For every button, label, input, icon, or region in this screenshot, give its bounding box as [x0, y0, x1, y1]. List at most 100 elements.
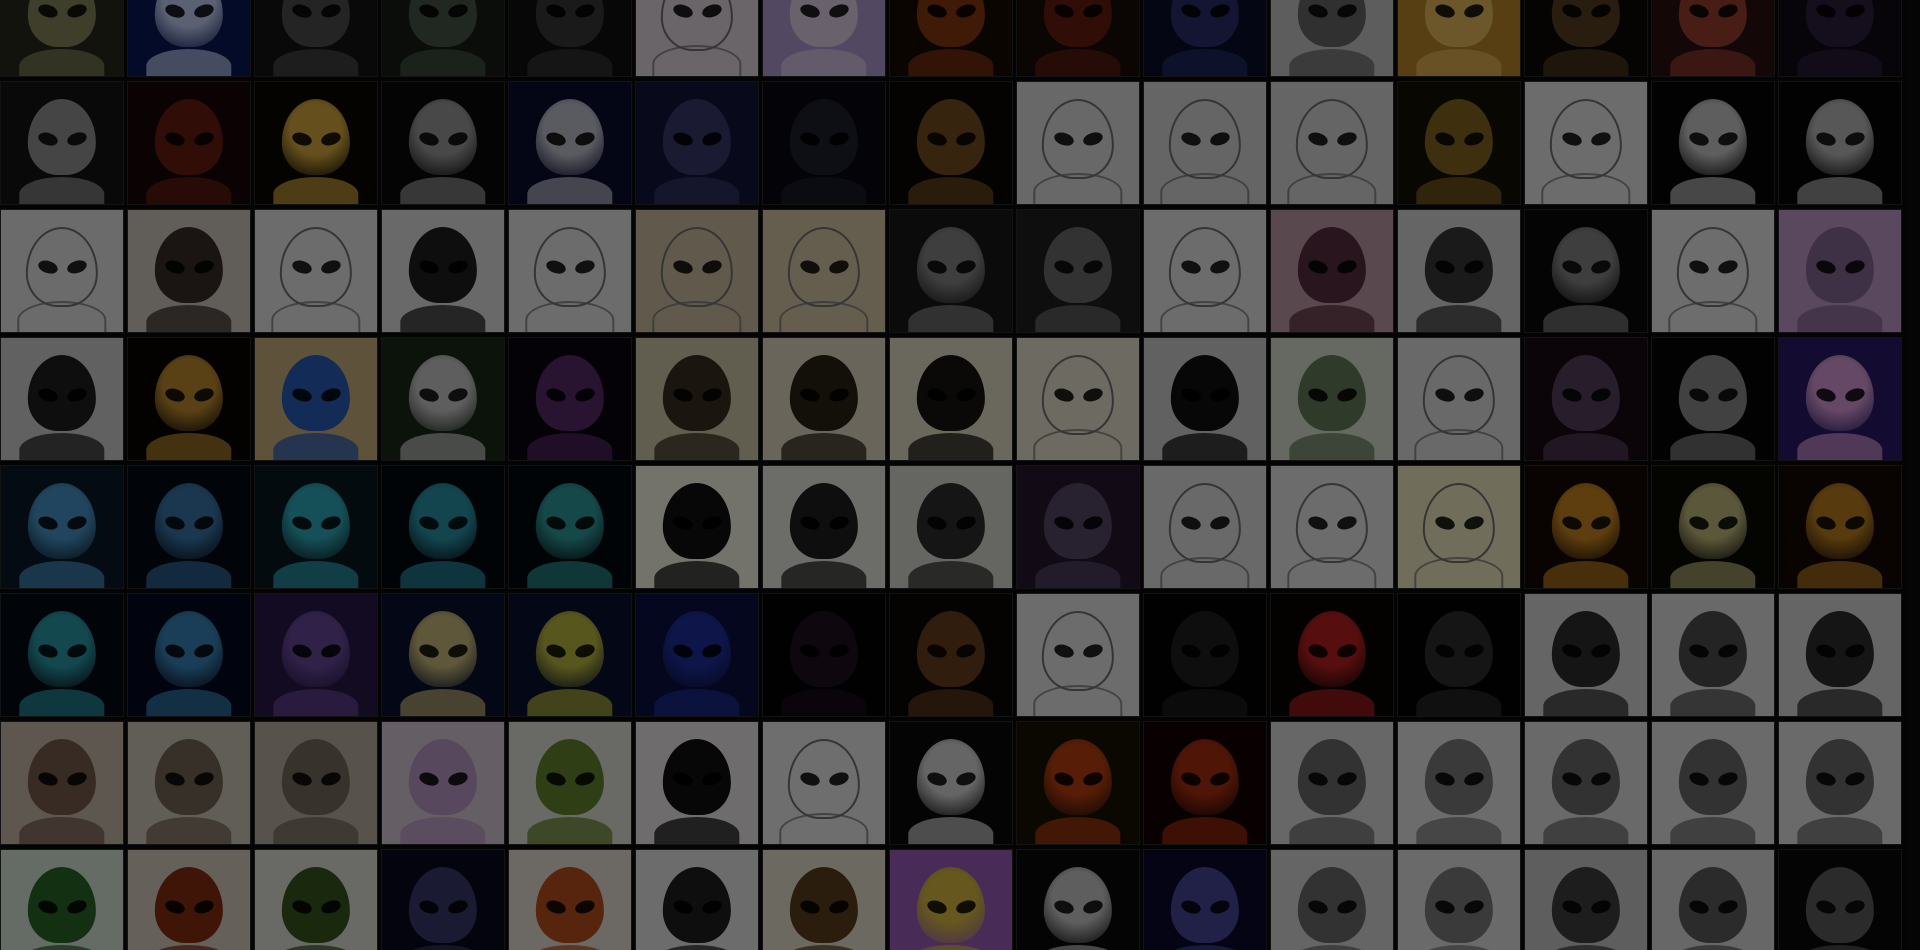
- gallery-thumbnail[interactable]: [254, 721, 378, 845]
- gallery-thumbnail[interactable]: [508, 465, 632, 589]
- gallery-thumbnail[interactable]: [1397, 81, 1521, 205]
- gallery-thumbnail[interactable]: [127, 337, 251, 461]
- gallery-thumbnail[interactable]: [1016, 337, 1140, 461]
- gallery-thumbnail[interactable]: [1778, 849, 1902, 950]
- gallery-thumbnail[interactable]: [762, 465, 886, 589]
- gallery-thumbnail[interactable]: [1270, 337, 1394, 461]
- gallery-thumbnail[interactable]: [635, 849, 759, 950]
- gallery-thumbnail[interactable]: [1397, 0, 1521, 77]
- gallery-thumbnail[interactable]: [1143, 721, 1267, 845]
- gallery-thumbnail[interactable]: [1016, 465, 1140, 589]
- gallery-thumbnail[interactable]: [1397, 849, 1521, 950]
- gallery-thumbnail[interactable]: [762, 81, 886, 205]
- gallery-thumbnail[interactable]: [762, 337, 886, 461]
- gallery-thumbnail[interactable]: [254, 0, 378, 77]
- gallery-thumbnail[interactable]: [1651, 209, 1775, 333]
- gallery-thumbnail[interactable]: [508, 81, 632, 205]
- gallery-thumbnail[interactable]: [889, 465, 1013, 589]
- gallery-thumbnail[interactable]: [254, 849, 378, 950]
- gallery-thumbnail[interactable]: [1143, 209, 1267, 333]
- gallery-thumbnail[interactable]: [508, 0, 632, 77]
- gallery-thumbnail[interactable]: [381, 81, 505, 205]
- gallery-thumbnail[interactable]: [635, 0, 759, 77]
- gallery-thumbnail[interactable]: [1143, 81, 1267, 205]
- gallery-thumbnail[interactable]: [762, 209, 886, 333]
- gallery-thumbnail[interactable]: [1270, 849, 1394, 950]
- gallery-thumbnail[interactable]: [1778, 81, 1902, 205]
- gallery-thumbnail[interactable]: [381, 849, 505, 950]
- gallery-thumbnail[interactable]: [889, 209, 1013, 333]
- gallery-thumbnail[interactable]: [381, 337, 505, 461]
- gallery-thumbnail[interactable]: [1016, 593, 1140, 717]
- gallery-thumbnail[interactable]: [889, 0, 1013, 77]
- gallery-thumbnail[interactable]: [381, 593, 505, 717]
- gallery-thumbnail[interactable]: [254, 337, 378, 461]
- gallery-thumbnail[interactable]: [1778, 465, 1902, 589]
- gallery-thumbnail[interactable]: [889, 721, 1013, 845]
- gallery-thumbnail[interactable]: [1397, 465, 1521, 589]
- gallery-thumbnail[interactable]: [1651, 721, 1775, 845]
- gallery-thumbnail[interactable]: [1016, 721, 1140, 845]
- gallery-thumbnail[interactable]: [1524, 209, 1648, 333]
- gallery-thumbnail[interactable]: [1397, 337, 1521, 461]
- gallery-thumbnail[interactable]: [1524, 593, 1648, 717]
- gallery-thumbnail[interactable]: [1143, 593, 1267, 717]
- gallery-thumbnail[interactable]: [1270, 465, 1394, 589]
- gallery-thumbnail[interactable]: [1016, 209, 1140, 333]
- gallery-thumbnail[interactable]: [0, 209, 124, 333]
- gallery-thumbnail[interactable]: [127, 849, 251, 950]
- gallery-thumbnail[interactable]: [0, 337, 124, 461]
- gallery-thumbnail[interactable]: [127, 209, 251, 333]
- gallery-thumbnail[interactable]: [635, 337, 759, 461]
- gallery-thumbnail[interactable]: [508, 721, 632, 845]
- gallery-thumbnail[interactable]: [1016, 81, 1140, 205]
- gallery-thumbnail[interactable]: [508, 337, 632, 461]
- gallery-thumbnail[interactable]: [381, 209, 505, 333]
- gallery-thumbnail[interactable]: [1270, 81, 1394, 205]
- gallery-thumbnail[interactable]: [762, 0, 886, 77]
- gallery-thumbnail[interactable]: [254, 209, 378, 333]
- gallery-thumbnail[interactable]: [254, 81, 378, 205]
- gallery-thumbnail[interactable]: [127, 465, 251, 589]
- gallery-thumbnail[interactable]: [1524, 465, 1648, 589]
- gallery-thumbnail[interactable]: [508, 209, 632, 333]
- gallery-thumbnail[interactable]: [1143, 0, 1267, 77]
- gallery-thumbnail[interactable]: [1651, 849, 1775, 950]
- gallery-thumbnail[interactable]: [635, 721, 759, 845]
- gallery-thumbnail[interactable]: [1778, 337, 1902, 461]
- gallery-thumbnail[interactable]: [127, 0, 251, 77]
- gallery-thumbnail[interactable]: [381, 0, 505, 77]
- gallery-thumbnail[interactable]: [254, 593, 378, 717]
- gallery-thumbnail[interactable]: [1778, 209, 1902, 333]
- gallery-thumbnail[interactable]: [0, 81, 124, 205]
- gallery-thumbnail[interactable]: [127, 81, 251, 205]
- gallery-thumbnail[interactable]: [508, 593, 632, 717]
- gallery-thumbnail[interactable]: [1778, 593, 1902, 717]
- gallery-thumbnail[interactable]: [1143, 465, 1267, 589]
- gallery-thumbnail[interactable]: [1143, 337, 1267, 461]
- gallery-thumbnail[interactable]: [1651, 593, 1775, 717]
- gallery-thumbnail[interactable]: [0, 465, 124, 589]
- gallery-thumbnail[interactable]: [1524, 81, 1648, 205]
- gallery-thumbnail[interactable]: [1778, 0, 1902, 77]
- gallery-thumbnail[interactable]: [1524, 721, 1648, 845]
- gallery-thumbnail[interactable]: [1143, 849, 1267, 950]
- gallery-thumbnail[interactable]: [1397, 721, 1521, 845]
- gallery-thumbnail[interactable]: [127, 593, 251, 717]
- gallery-thumbnail[interactable]: [508, 849, 632, 950]
- gallery-thumbnail[interactable]: [1016, 0, 1140, 77]
- gallery-thumbnail[interactable]: [1270, 593, 1394, 717]
- gallery-thumbnail[interactable]: [762, 721, 886, 845]
- gallery-thumbnail[interactable]: [635, 209, 759, 333]
- gallery-thumbnail[interactable]: [381, 465, 505, 589]
- gallery-thumbnail[interactable]: [635, 465, 759, 589]
- gallery-thumbnail[interactable]: [1397, 209, 1521, 333]
- gallery-thumbnail[interactable]: [1524, 337, 1648, 461]
- gallery-thumbnail[interactable]: [635, 81, 759, 205]
- gallery-thumbnail[interactable]: [0, 0, 124, 77]
- gallery-thumbnail[interactable]: [1524, 0, 1648, 77]
- gallery-thumbnail[interactable]: [1270, 0, 1394, 77]
- gallery-thumbnail[interactable]: [1651, 0, 1775, 77]
- gallery-thumbnail[interactable]: [762, 849, 886, 950]
- gallery-thumbnail[interactable]: [0, 849, 124, 950]
